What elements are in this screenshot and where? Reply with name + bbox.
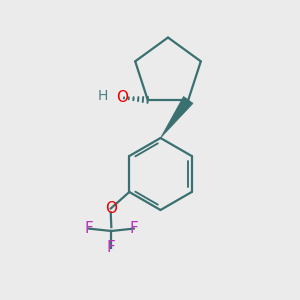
Text: F: F — [84, 221, 93, 236]
Text: O: O — [105, 201, 117, 216]
Text: O: O — [116, 90, 128, 105]
Text: H: H — [98, 89, 108, 103]
Text: F: F — [107, 240, 116, 255]
Polygon shape — [160, 97, 193, 138]
Text: F: F — [129, 221, 138, 236]
